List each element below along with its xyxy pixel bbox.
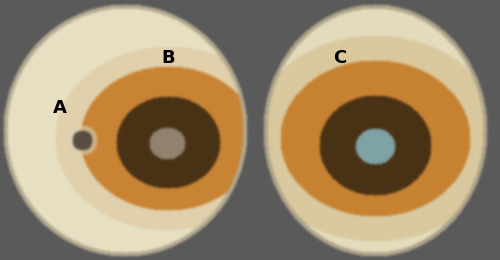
Text: C: C xyxy=(334,49,346,67)
Text: B: B xyxy=(161,49,175,67)
Text: A: A xyxy=(53,99,67,117)
